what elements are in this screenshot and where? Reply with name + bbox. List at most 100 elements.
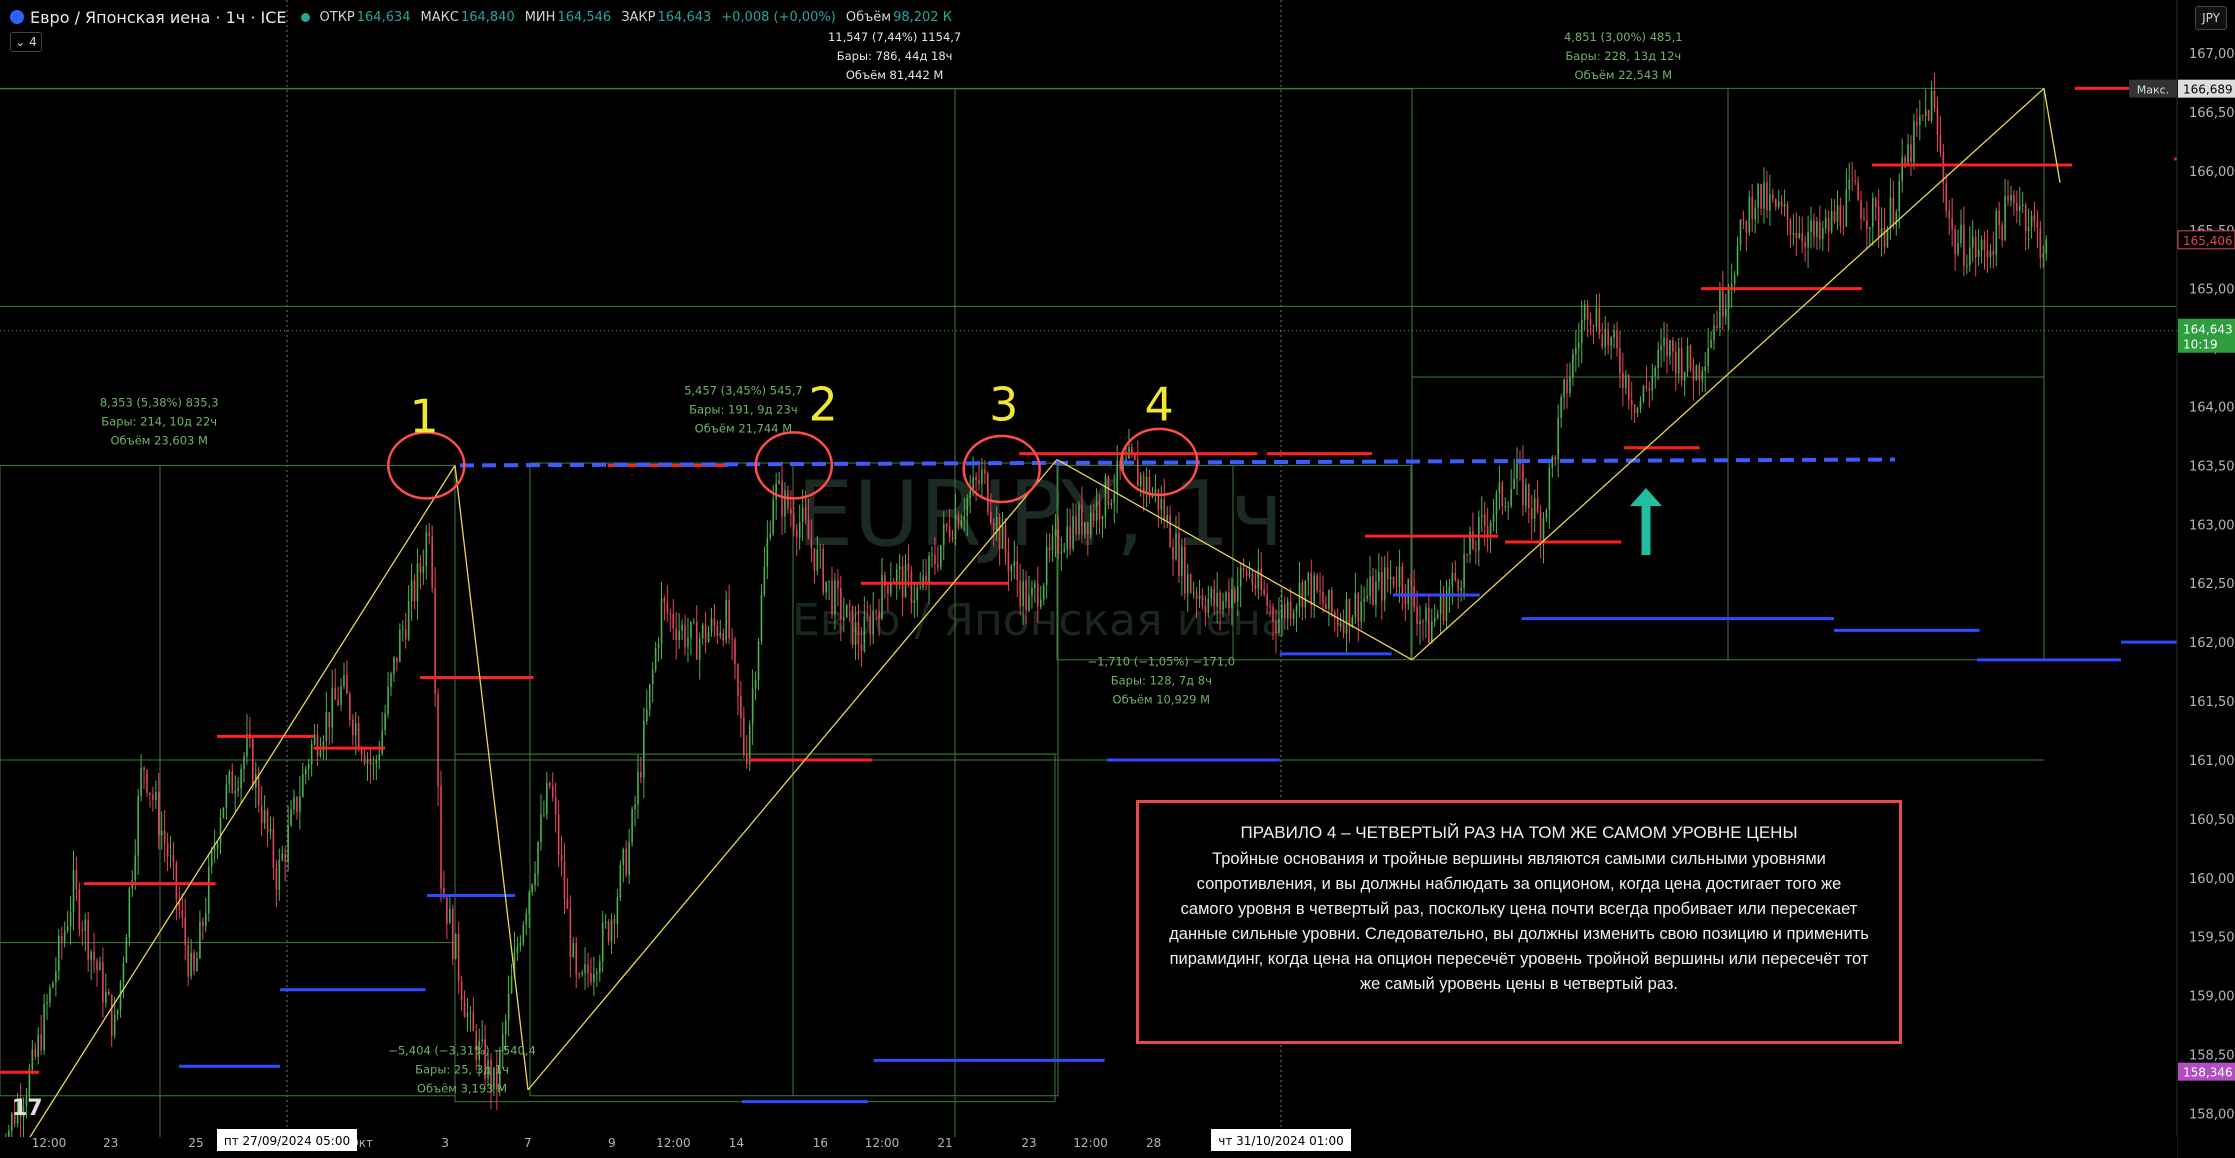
candle-body <box>1910 144 1912 163</box>
candle-body <box>1389 576 1392 579</box>
candle-body <box>1175 533 1177 560</box>
candle-body <box>1945 183 1948 212</box>
candle-body <box>1472 531 1474 550</box>
candle-body <box>704 624 707 642</box>
candle-body <box>931 554 933 556</box>
candle-body <box>1095 501 1098 521</box>
candle-body <box>669 613 672 615</box>
measure-annotation-text: Объём 3,193 M <box>417 1082 507 1096</box>
candle-body <box>904 563 907 598</box>
candle-body <box>1748 196 1751 233</box>
price-tick-label: 159,000 <box>2189 990 2235 1005</box>
currency-button[interactable]: JPY <box>2195 6 2227 30</box>
candle-body <box>1087 522 1089 535</box>
candle-body <box>625 849 628 876</box>
candle-body <box>1589 319 1592 325</box>
candle-body <box>205 913 207 926</box>
candle-body <box>1351 616 1354 627</box>
candle-body <box>551 786 554 798</box>
candle-body <box>1933 90 1936 108</box>
candle-body <box>1098 501 1101 520</box>
candle-body <box>1919 115 1921 126</box>
candle-body <box>1316 575 1318 591</box>
candle-body <box>1713 325 1715 341</box>
touch-number-label: 4 <box>1145 378 1174 432</box>
candle-body <box>795 529 798 538</box>
close-value: 164,643 <box>657 9 712 25</box>
candle-body <box>919 587 922 589</box>
measure-box <box>1056 464 1412 661</box>
candle-body <box>1577 342 1580 349</box>
candle-body <box>1357 593 1360 622</box>
chart-header: Евро / Японская иена · 1ч · ICE ОТКР 164… <box>10 6 962 28</box>
candle-body <box>49 987 51 1003</box>
candle-body <box>1822 228 1824 239</box>
candle-body <box>1886 228 1889 248</box>
candlesticks <box>0 73 2048 1158</box>
time-axis: 12:00 23 25 Окт 3 7 9 12:00 14 16 12:00 21 23 12:00 28… <box>0 1129 2177 1158</box>
candle-body <box>157 791 160 836</box>
candle-body <box>1372 576 1374 605</box>
candle-body <box>1101 516 1104 520</box>
price-tick-label: 162,000 <box>2189 636 2235 651</box>
high-value: 164,840 <box>460 9 515 25</box>
price-tick-label: 161,500 <box>2189 695 2235 710</box>
chevron-down-icon: ⌄ <box>15 35 26 49</box>
candle-body <box>1495 493 1498 515</box>
candle-body <box>384 713 386 731</box>
tradingview-logo: 17 <box>12 1096 43 1121</box>
candle-body <box>1824 218 1827 229</box>
candle-body <box>1034 583 1036 588</box>
candle-body <box>740 696 742 718</box>
measure-annotation-text: −5,404 (−3,31%) −540,4 <box>388 1044 536 1058</box>
price-badge <box>2178 1062 2235 1081</box>
candle-body <box>531 884 533 893</box>
candle-body <box>754 680 757 689</box>
candle-body <box>252 739 254 788</box>
candle-body <box>1998 210 2000 226</box>
candle-body <box>1166 515 1168 521</box>
candle-body <box>948 526 951 537</box>
candle-body <box>1777 201 1780 207</box>
candle-body <box>1648 388 1651 391</box>
candle-body <box>363 754 366 764</box>
candle-body <box>293 796 295 810</box>
candle-body <box>340 686 342 705</box>
candle-body <box>1266 594 1268 606</box>
candle-body <box>1060 551 1063 554</box>
candle-body <box>302 774 304 797</box>
indicator-count: 4 <box>29 35 37 49</box>
candle-body <box>1569 377 1571 394</box>
watermark-symbol: EURJPY, 1ч <box>797 462 1284 567</box>
candle-body <box>113 1014 116 1036</box>
candle-body <box>2007 196 2009 201</box>
candle-body <box>522 924 525 944</box>
candle-body <box>1586 304 1589 320</box>
candle-body <box>381 730 383 754</box>
candle-body <box>357 723 360 750</box>
candle-body <box>1386 567 1389 579</box>
candle-body <box>916 587 919 601</box>
candle-body <box>1622 373 1624 388</box>
candle-body <box>146 770 148 793</box>
candle-body <box>954 514 957 540</box>
candle-body <box>801 507 804 523</box>
symbol-title[interactable]: Евро / Японская иена · 1ч · ICE <box>30 7 287 27</box>
candle-body <box>1848 179 1851 190</box>
candle-body <box>84 919 87 932</box>
measure-annotation-text: Объём 21,744 M <box>695 422 793 436</box>
candle-body <box>1819 221 1821 239</box>
candle-body <box>1339 622 1342 627</box>
candle-body <box>519 943 522 947</box>
candle-body <box>1463 553 1465 588</box>
candle-body <box>1428 607 1430 643</box>
time-tick-label: 16 <box>813 1136 828 1150</box>
candle-body <box>1066 526 1069 550</box>
candle-body <box>440 785 442 889</box>
indicators-collapse-button[interactable]: ⌄ 4 <box>10 32 42 52</box>
candle-body <box>575 943 578 975</box>
candle-body <box>1789 219 1792 235</box>
candle-body <box>1381 572 1383 601</box>
candle-body <box>557 814 560 855</box>
